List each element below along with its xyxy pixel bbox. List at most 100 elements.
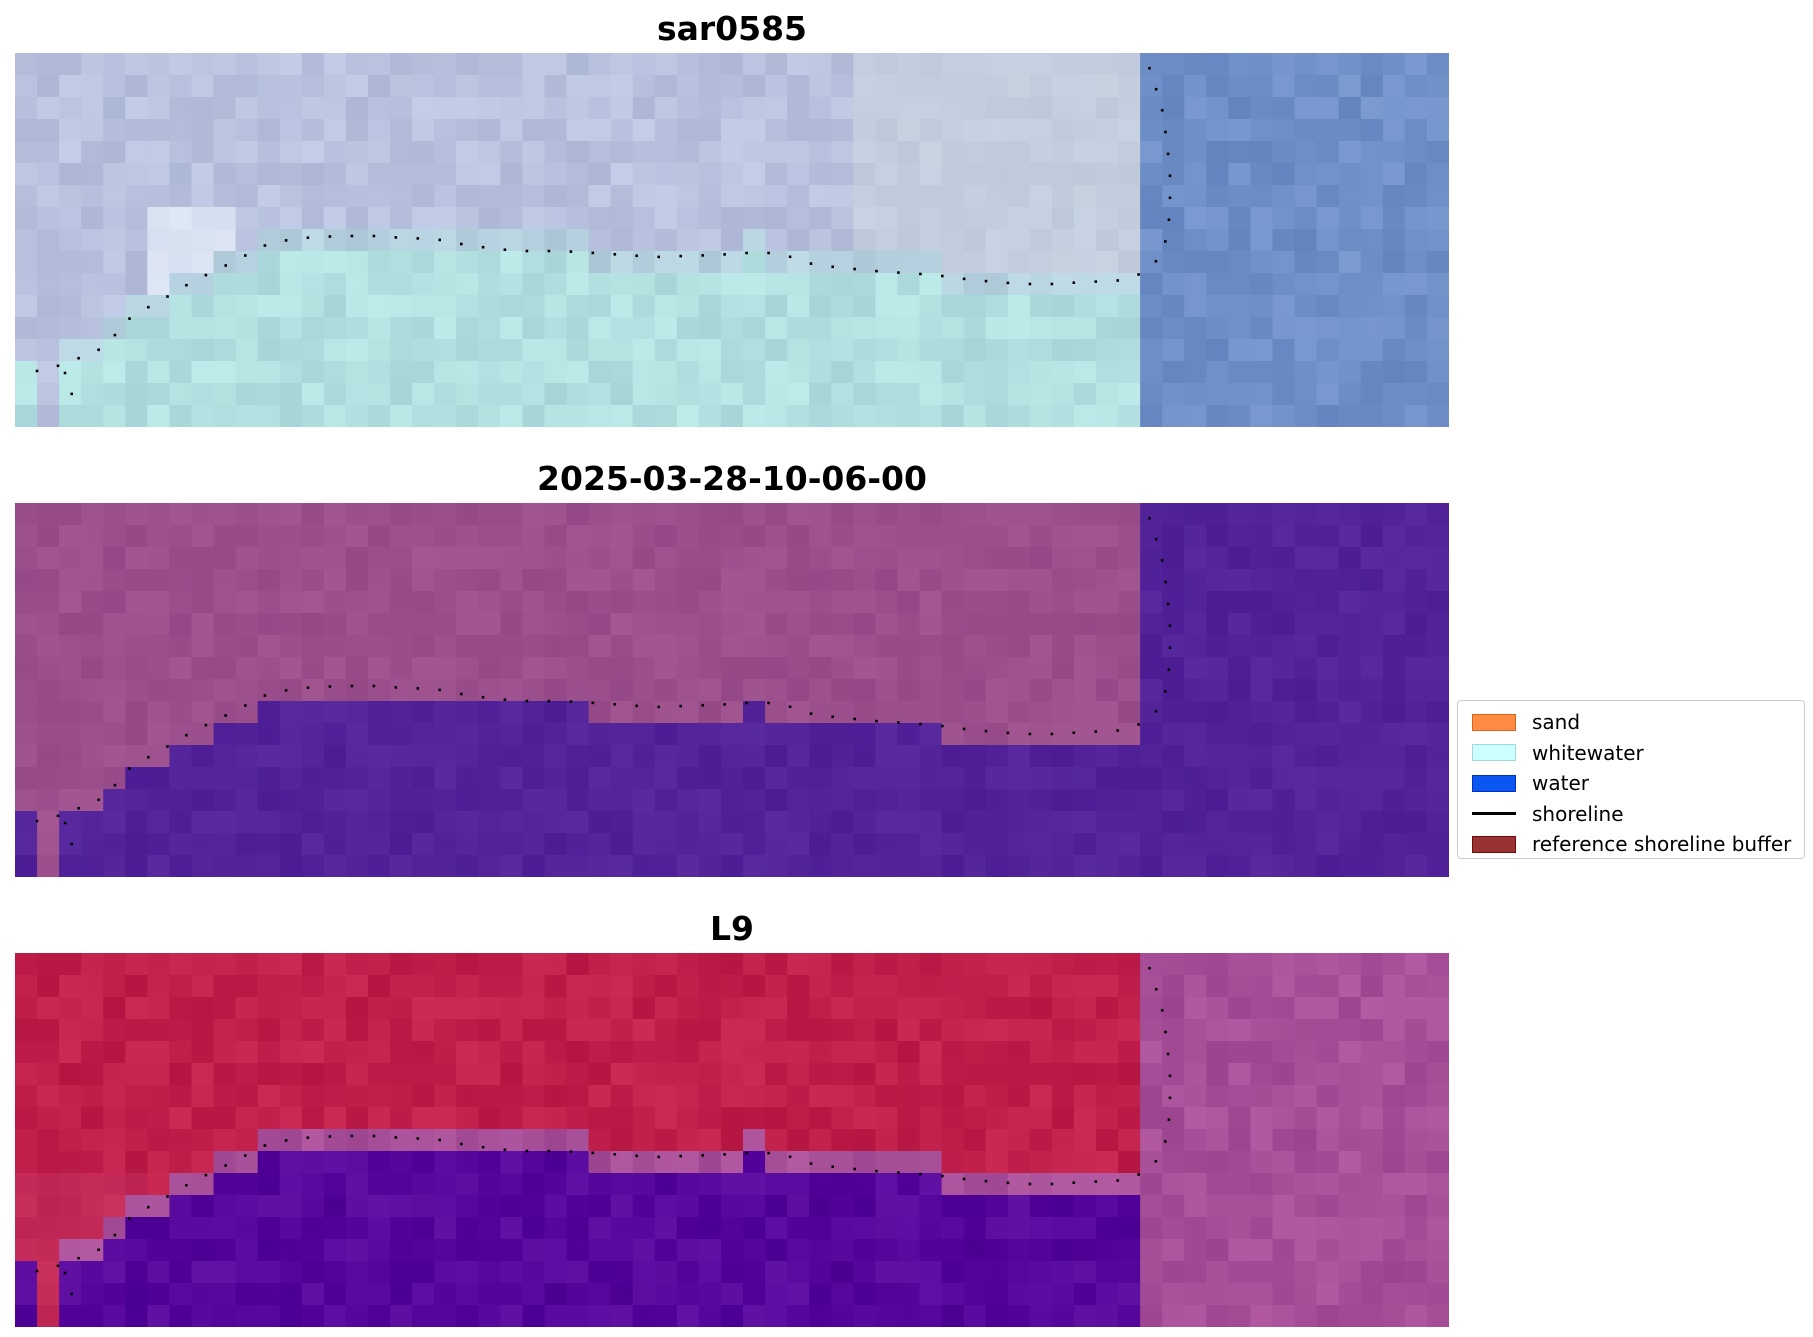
pixel-cell (919, 97, 943, 120)
pixel-cell (147, 767, 171, 790)
pixel-cell (1096, 811, 1119, 834)
pixel-cell (1206, 1085, 1229, 1108)
pixel-cell (15, 185, 38, 208)
pixel-cell (478, 97, 501, 120)
pixel-cell (213, 953, 237, 976)
pixel-cell (500, 811, 524, 834)
pixel-cell (544, 1063, 568, 1086)
pixel-cell (588, 273, 612, 296)
pixel-cell (743, 767, 766, 790)
pixel-cell (1272, 1129, 1296, 1152)
pixel-cell (875, 229, 899, 252)
pixel-cell (301, 383, 325, 406)
pixel-cell (1029, 547, 1053, 570)
shoreline-point (328, 235, 332, 238)
pixel-cell (632, 1283, 656, 1306)
pixel-cell (1382, 295, 1406, 318)
pixel-cell (875, 361, 899, 384)
pixel-cell (301, 1041, 325, 1064)
pixel-cell (632, 1063, 656, 1086)
shoreline-point (224, 264, 227, 267)
pixel-cell (897, 1283, 921, 1306)
pixel-cell (853, 1151, 876, 1174)
pixel-cell (1029, 1063, 1053, 1086)
pixel-cell (963, 789, 987, 812)
pixel-cell (59, 1019, 82, 1042)
pixel-cell (434, 1239, 457, 1262)
pixel-cell (875, 1129, 899, 1152)
pixel-cell (191, 141, 215, 164)
pixel-cell (1426, 1019, 1449, 1042)
pixel-cell (1228, 97, 1252, 120)
pixel-cell (566, 251, 590, 274)
pixel-cell (1338, 975, 1362, 998)
pixel-cell (654, 1129, 678, 1152)
pixel-cell (367, 811, 391, 834)
pixel-cell (765, 1173, 788, 1196)
pixel-cell (37, 855, 60, 877)
pixel-cell (1096, 547, 1119, 570)
pixel-cell (1096, 1107, 1119, 1130)
pixel-cell (1140, 1173, 1163, 1196)
pixel-cell (390, 503, 413, 526)
pixel-cell (897, 317, 921, 340)
pixel-cell (632, 207, 656, 230)
pixel-cell (169, 569, 193, 592)
pixel-cell (147, 1283, 171, 1306)
pixel-cell (787, 525, 810, 548)
pixel-cell (1294, 525, 1318, 548)
pixel-cell (1029, 679, 1053, 702)
pixel-cell (698, 1063, 722, 1086)
pixel-cell (1316, 1173, 1340, 1196)
pixel-cell (963, 745, 987, 768)
pixel-cell (147, 613, 171, 636)
pixel-cell (765, 339, 788, 362)
pixel-cell (301, 317, 325, 340)
pixel-cell (456, 229, 479, 252)
pixel-cell (301, 295, 325, 318)
pixel-cell (809, 1063, 832, 1086)
shoreline-point (147, 755, 150, 759)
pixel-cell (720, 317, 744, 340)
pixel-cell (720, 679, 744, 702)
pixel-cell (676, 405, 700, 427)
pixel-cell (456, 119, 479, 142)
pixel-cell (1118, 591, 1141, 614)
pixel-cell (456, 789, 479, 812)
pixel-cell (831, 1195, 854, 1218)
pixel-cell (610, 361, 634, 384)
pixel-cell (698, 1261, 722, 1284)
pixel-cell (125, 547, 148, 570)
pixel-cell (1250, 1041, 1274, 1064)
pixel-cell (698, 361, 722, 384)
pixel-cell (1426, 591, 1449, 614)
pixel-cell (1382, 1085, 1406, 1108)
pixel-cell (81, 1283, 104, 1306)
pixel-cell (1316, 635, 1340, 658)
pixel-cell (367, 405, 391, 427)
pixel-cell (1007, 767, 1031, 790)
shoreline-point (1164, 130, 1167, 134)
pixel-cell (1404, 53, 1428, 76)
pixel-cell (456, 613, 479, 636)
pixel-cell (654, 1085, 678, 1108)
pixel-cell (1096, 767, 1119, 790)
pixel-cell (765, 53, 788, 76)
pixel-cell (1007, 1261, 1031, 1284)
pixel-cell (169, 251, 193, 274)
pixel-cell (478, 383, 501, 406)
pixel-cell (765, 383, 788, 406)
pixel-cell (720, 811, 744, 834)
pixel-cell (345, 855, 369, 877)
pixel-cell (831, 525, 854, 548)
pixel-cell (213, 1107, 237, 1130)
pixel-cell (566, 1019, 590, 1042)
pixel-cell (1206, 1151, 1229, 1174)
pixel-cell (1029, 97, 1053, 120)
pixel-cell (1007, 1217, 1031, 1240)
pixel-cell (103, 855, 126, 877)
shoreline-point (547, 249, 551, 253)
pixel-cell (1228, 185, 1252, 208)
pixel-cell (1382, 141, 1406, 164)
pixel-cell (456, 811, 479, 834)
